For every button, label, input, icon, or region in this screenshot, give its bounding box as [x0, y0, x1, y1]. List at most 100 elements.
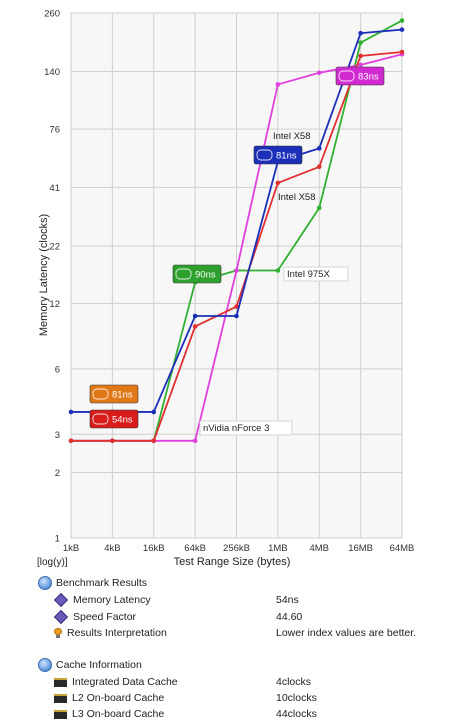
- result-value: Lower index values are better.: [276, 627, 417, 639]
- cache-row-integrated: Integrated Data Cache 4clocks: [54, 674, 444, 690]
- x-tick-label: 64kB: [184, 543, 206, 554]
- memory-chip-icon: [54, 709, 67, 719]
- annotation-box: [283, 266, 349, 282]
- data-point: [275, 268, 281, 273]
- vendor-logo-icon: [338, 70, 355, 82]
- chart-annotations: Intel X58 Intel X58 Intel 975X nVidia nForc…: [89, 66, 385, 436]
- lightbulb-icon: [54, 628, 62, 638]
- data-point: [68, 438, 74, 444]
- cache-information-header[interactable]: Cache Information: [38, 658, 142, 672]
- collapse-circle-icon[interactable]: [38, 658, 52, 672]
- cache-value: 10clocks: [276, 692, 317, 704]
- badge-value: 81ns: [276, 151, 297, 162]
- data-point: [68, 409, 74, 415]
- cache-value: 4clocks: [276, 676, 312, 688]
- series-annotation: Intel X58: [278, 192, 316, 203]
- x-axis-title: Test Range Size (bytes): [174, 556, 291, 568]
- chart-grid: [70, 12, 403, 539]
- latency-chart-svg: Intel X58 Intel X58 Intel 975X nVidia nForc…: [37, 9, 414, 569]
- data-point: [358, 40, 363, 45]
- series-annotation: Intel X58: [273, 131, 311, 142]
- benchmark-results-header[interactable]: Benchmark Results: [38, 576, 147, 590]
- annotation-box: [199, 420, 293, 436]
- cache-information-title: Cache Information: [56, 659, 142, 671]
- result-value: 54ns: [276, 594, 299, 606]
- data-point: [234, 313, 239, 319]
- result-row-interpretation: Results Interpretation Lower index value…: [54, 625, 444, 641]
- data-point: [234, 304, 239, 309]
- data-point: [192, 438, 198, 444]
- y-tick-label: 2: [55, 468, 60, 479]
- x-tick-label: 16kB: [143, 543, 165, 554]
- cache-label: L3 On-board Cache: [72, 708, 165, 720]
- data-point: [110, 438, 115, 444]
- collapse-circle-icon[interactable]: [38, 576, 52, 590]
- x-tick-label: 1MB: [268, 543, 288, 554]
- cache-value: 44clocks: [276, 708, 317, 720]
- badge-value: 90ns: [195, 270, 216, 281]
- data-point: [192, 313, 198, 319]
- data-point: [358, 62, 363, 68]
- latency-chart: Intel X58 Intel X58 Intel 975X nVidia nForc…: [37, 9, 414, 569]
- badge-background: [172, 264, 222, 284]
- vendor-logo-icon: [92, 413, 109, 425]
- data-point: [192, 324, 198, 329]
- y-tick-label: 76: [49, 125, 60, 136]
- result-row-memory-latency: Memory Latency 54ns: [53, 592, 444, 608]
- data-point: [316, 164, 322, 170]
- data-point: [399, 27, 405, 32]
- cache-row-l3: L3 On-board Cache 44clocks: [54, 706, 444, 722]
- badge-background: [335, 66, 385, 86]
- cache-label: Integrated Data Cache: [72, 676, 178, 688]
- latency-badge: 81ns: [253, 145, 303, 165]
- cache-label: L2 On-board Cache: [72, 692, 165, 704]
- result-label: Speed Factor: [73, 611, 137, 623]
- memory-chip-icon: [54, 693, 67, 703]
- data-point: [275, 180, 281, 186]
- result-value: 44.60: [276, 611, 303, 623]
- data-point: [316, 146, 322, 151]
- data-point: [399, 18, 405, 23]
- diamond-icon: [53, 592, 69, 608]
- badge-value: 54ns: [112, 415, 133, 426]
- data-point: [234, 268, 239, 273]
- y-tick-label: 3: [55, 430, 60, 441]
- x-tick-label: 1kB: [63, 543, 79, 554]
- badge-background: [89, 384, 139, 404]
- vendor-logo-icon: [175, 268, 192, 280]
- latency-badge: 83ns: [335, 66, 385, 86]
- latency-badge: 54ns: [89, 409, 139, 429]
- x-tick-label: 16MB: [348, 543, 373, 554]
- benchmark-results-title: Benchmark Results: [56, 577, 148, 589]
- y-tick-label: 6: [55, 364, 60, 375]
- vendor-logo-icon: [92, 388, 109, 400]
- data-point: [316, 205, 322, 211]
- badge-background: [253, 145, 303, 165]
- cache-row-l2: L2 On-board Cache 10clocks: [54, 690, 444, 706]
- x-tick-label: 256kB: [223, 543, 250, 554]
- data-point: [151, 409, 157, 415]
- y-tick-label: 1: [55, 534, 60, 545]
- x-tick-label: 4kB: [104, 543, 120, 554]
- result-label: Memory Latency: [73, 594, 151, 606]
- vendor-logo-icon: [256, 149, 273, 161]
- data-point: [358, 30, 363, 36]
- y-tick-label: 41: [49, 183, 60, 194]
- y-tick-label: 22: [49, 242, 60, 253]
- scale-indicator: [log(y)]: [37, 557, 68, 568]
- latency-badge: 81ns: [89, 384, 139, 404]
- data-point: [358, 53, 363, 59]
- badge-value: 83ns: [358, 72, 379, 83]
- badge-value: 81ns: [112, 390, 133, 401]
- y-tick-label: 260: [44, 9, 60, 20]
- result-label: Results Interpretation: [67, 627, 167, 639]
- y-tick-label: 140: [44, 67, 60, 78]
- data-point: [399, 49, 405, 55]
- latency-badge: 90ns: [172, 264, 222, 284]
- y-tick-label: 12: [49, 299, 60, 310]
- data-point: [316, 70, 322, 76]
- x-tick-label: 64MB: [390, 543, 415, 554]
- y-axis-title: Memory Latency (clocks): [38, 214, 50, 336]
- badge-background: [89, 409, 139, 429]
